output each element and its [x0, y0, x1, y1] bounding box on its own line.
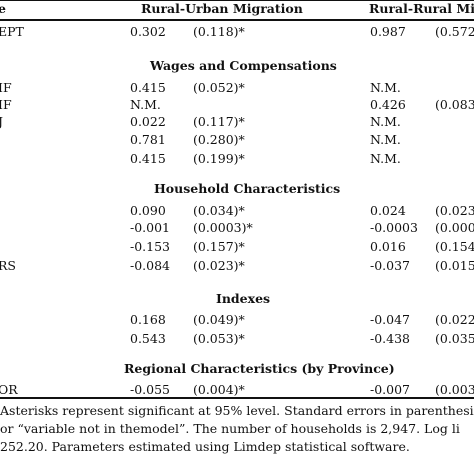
row-label: J: [0, 114, 4, 129]
table-bottom-rule: [0, 397, 474, 399]
se-rural-urban: (0.034)*: [193, 203, 245, 218]
se-rural-urban: (0.199)*: [193, 151, 245, 166]
coef-rural-urban: 0.168: [130, 312, 166, 327]
coef-rural-rural: 0.987: [370, 24, 406, 39]
coef-rural-rural: 0.024: [370, 203, 406, 218]
se-rural-rural: (0.035: [435, 331, 474, 346]
coef-rural-rural: N.M.: [370, 80, 401, 95]
coef-rural-rural: -0.438: [370, 331, 411, 346]
row-label: EPT: [0, 24, 24, 39]
section-regional: Regional Characteristics (by Province): [124, 361, 395, 376]
se-rural-urban: (0.023)*: [193, 258, 245, 273]
coef-rural-rural: -0.047: [370, 312, 411, 327]
se-rural-rural: (0.083: [435, 97, 474, 112]
coef-rural-rural: 0.016: [370, 239, 406, 254]
se-rural-rural: (0.000: [435, 220, 474, 235]
top-rule: [0, 0, 474, 1]
coef-rural-urban: N.M.: [130, 97, 161, 112]
se-rural-urban: (0.049)*: [193, 312, 245, 327]
coef-rural-rural: -0.037: [370, 258, 411, 273]
row-label: IF: [0, 80, 12, 95]
header-variable: e: [0, 1, 6, 16]
se-rural-urban: (0.157)*: [193, 239, 245, 254]
se-rural-urban: (0.118)*: [193, 24, 245, 39]
se-rural-urban: (0.117)*: [193, 114, 245, 129]
coef-rural-rural: -0.0003: [370, 220, 418, 235]
coef-rural-urban: 0.302: [130, 24, 166, 39]
se-rural-rural: (0.015: [435, 258, 474, 273]
se-rural-urban: (0.052)*: [193, 80, 245, 95]
coef-rural-urban: 0.415: [130, 151, 166, 166]
se-rural-urban: (0.280)*: [193, 132, 245, 147]
coef-rural-urban: -0.001: [130, 220, 171, 235]
se-rural-urban: (0.053)*: [193, 331, 245, 346]
coef-rural-urban: 0.543: [130, 331, 166, 346]
coef-rural-rural: -0.007: [370, 382, 411, 397]
section-wages: Wages and Compensations: [150, 58, 337, 73]
row-label: IF: [0, 97, 12, 112]
row-label: RS: [0, 258, 16, 273]
coef-rural-urban: -0.153: [130, 239, 171, 254]
header-rule: [0, 19, 474, 21]
se-rural-rural: (0.023: [435, 203, 474, 218]
footnote-line-1: Asterisks represent significant at 95% l…: [0, 403, 474, 418]
header-rural-urban: Rural-Urban Migration: [141, 1, 303, 16]
section-indexes: Indexes: [216, 291, 271, 306]
se-rural-rural: (0.022: [435, 312, 474, 327]
coef-rural-rural: N.M.: [370, 151, 401, 166]
coef-rural-urban: 0.090: [130, 203, 166, 218]
footnote-line-3: 252.20. Parameters estimated using Limde…: [0, 439, 410, 454]
se-rural-urban: (0.0003)*: [193, 220, 253, 235]
footnote-line-2: or “variable not in themodel”. The numbe…: [0, 421, 460, 436]
row-label: OR: [0, 382, 18, 397]
coef-rural-rural: 0.426: [370, 97, 406, 112]
coef-rural-urban: 0.415: [130, 80, 166, 95]
coef-rural-urban: -0.055: [130, 382, 171, 397]
coef-rural-urban: -0.084: [130, 258, 171, 273]
se-rural-rural: (0.003: [435, 382, 474, 397]
se-rural-rural: (0.572: [435, 24, 474, 39]
coef-rural-urban: 0.022: [130, 114, 166, 129]
coef-rural-rural: N.M.: [370, 132, 401, 147]
se-rural-rural: (0.154: [435, 239, 474, 254]
se-rural-urban: (0.004)*: [193, 382, 245, 397]
header-rural-rural: Rural-Rural Mi: [369, 1, 474, 16]
coef-rural-urban: 0.781: [130, 132, 166, 147]
coef-rural-rural: N.M.: [370, 114, 401, 129]
section-household: Household Characteristics: [154, 181, 341, 196]
